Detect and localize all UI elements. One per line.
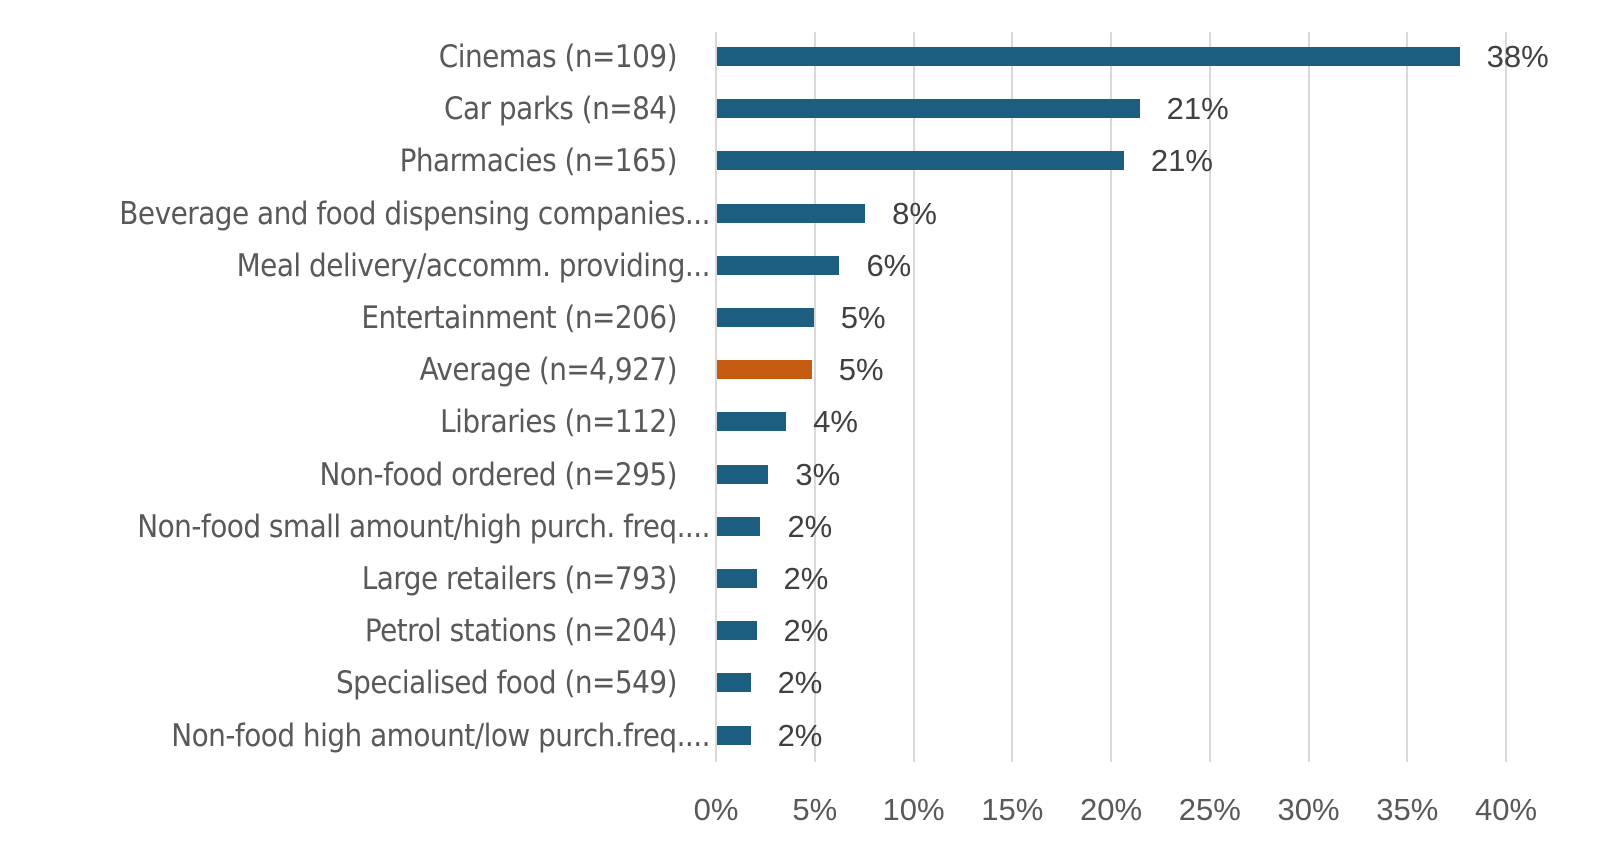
x-tick-label: 35%	[1376, 792, 1439, 827]
bar	[717, 673, 751, 693]
bar	[717, 621, 757, 641]
bar	[717, 99, 1140, 119]
category-label: Petrol stations (n=204)	[364, 613, 678, 650]
category-label: Beverage and food dispensing companies..…	[119, 195, 710, 232]
data-label: 21%	[1150, 143, 1213, 179]
bar	[717, 725, 751, 745]
bar	[717, 412, 787, 432]
gridline	[1110, 32, 1112, 762]
bar-row: Average (n=4,927) 5%	[0, 350, 1600, 390]
category-label: Specialised food (n=549)	[335, 665, 678, 702]
category-label: Large retailers (n=793)	[361, 561, 678, 597]
data-label: 2%	[787, 508, 833, 544]
bar-row: Meal delivery/accomm. providing... 6%	[0, 246, 1600, 286]
category-label: Cinemas (n=109)	[438, 39, 678, 75]
data-label: 38%	[1486, 39, 1549, 74]
average-bar	[717, 360, 812, 380]
x-tick-label: 20%	[1079, 792, 1143, 827]
bar	[717, 47, 1460, 66]
bar-row: Car parks (n=84) 21%	[0, 89, 1600, 129]
bar-row: Beverage and food dispensing companies..…	[0, 194, 1600, 234]
bar	[717, 151, 1124, 171]
bar-row: Non-food small amount/high purch. freq..…	[0, 507, 1600, 547]
category-label: Libraries (n=112)	[440, 404, 677, 441]
data-label: 6%	[866, 247, 912, 283]
x-tick-label: 25%	[1178, 792, 1241, 827]
data-label: 2%	[783, 613, 829, 649]
x-tick-label: 30%	[1277, 792, 1340, 827]
gridline	[1505, 32, 1507, 762]
gridline	[813, 32, 816, 762]
data-label: 21%	[1166, 91, 1229, 127]
bar-row: Non-food high amount/low purch.freq.... 2…	[0, 716, 1600, 756]
gridline	[1406, 32, 1409, 762]
bar-row: Entertainment (n=206) 5%	[0, 298, 1600, 338]
category-label: Non-food high amount/low purch.freq....	[171, 717, 710, 754]
bar	[717, 203, 866, 223]
data-label: 2%	[777, 665, 823, 701]
data-label: 4%	[813, 404, 858, 440]
x-tick-label: 0%	[693, 792, 739, 827]
bar	[717, 308, 814, 327]
gridline	[715, 32, 717, 762]
bar	[717, 569, 757, 588]
gridline	[1208, 32, 1211, 762]
x-tick-label: 15%	[981, 792, 1044, 827]
gridline	[1307, 32, 1310, 762]
data-label: 5%	[838, 352, 884, 388]
data-label: 3%	[795, 456, 841, 492]
x-tick-label: 10%	[882, 792, 945, 827]
bar-row: Large retailers (n=793) 2%	[0, 559, 1600, 599]
bar-row: Specialised food (n=549) 2%	[0, 663, 1600, 703]
bar-row: Non-food ordered (n=295) 3%	[0, 455, 1600, 495]
gridline	[912, 32, 915, 762]
data-label: 2%	[783, 561, 829, 596]
category-label: Meal delivery/accomm. providing...	[236, 247, 711, 284]
data-label: 5%	[840, 300, 886, 335]
data-label: 2%	[777, 717, 823, 753]
x-tick-label: 40%	[1474, 792, 1538, 827]
x-tick-label: 5%	[792, 792, 838, 827]
bar-row: Pharmacies (n=165) 21%	[0, 141, 1600, 181]
bar	[717, 255, 840, 275]
category-label: Entertainment (n=206)	[361, 300, 677, 336]
bar-row: Petrol stations (n=204) 2%	[0, 611, 1600, 651]
category-label: Non-food ordered (n=295)	[319, 456, 677, 493]
bar	[717, 464, 769, 484]
category-label: Average (n=4,927)	[419, 352, 678, 389]
data-label: 8%	[892, 195, 937, 231]
gridline	[1011, 32, 1014, 762]
category-label: Pharmacies (n=165)	[399, 143, 678, 180]
category-label: Non-food small amount/high purch. freq..…	[137, 508, 710, 545]
bar-row: Cinemas (n=109) 38%	[0, 37, 1600, 77]
bar	[717, 516, 761, 536]
category-label: Car parks (n=84)	[444, 91, 677, 128]
bar-row: Libraries (n=112) 4%	[0, 402, 1600, 442]
